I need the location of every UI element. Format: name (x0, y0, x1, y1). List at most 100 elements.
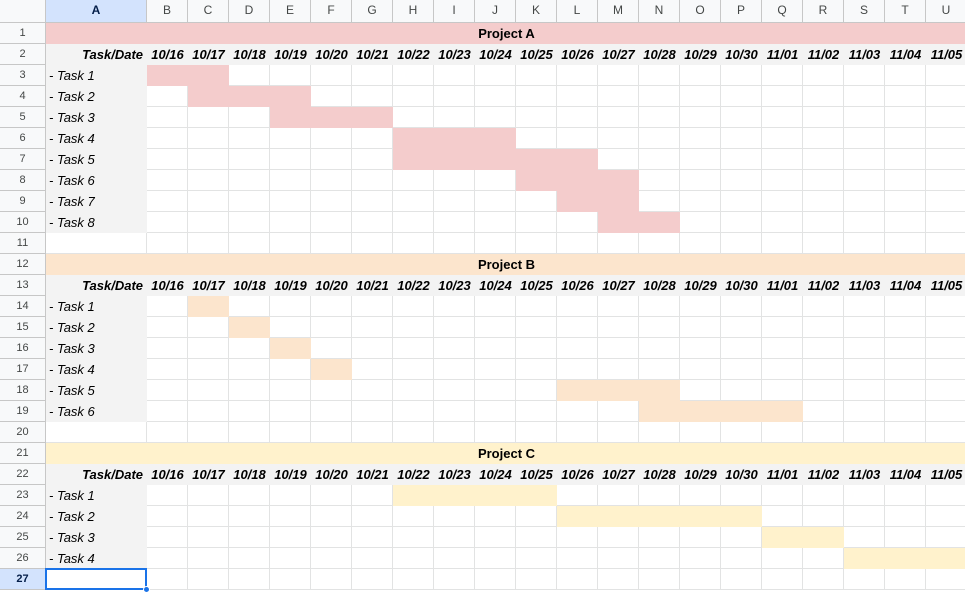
row-header[interactable]: 23 (0, 485, 46, 506)
date-header[interactable]: 10/21 (356, 467, 389, 482)
date-header[interactable]: 11/04 (889, 278, 922, 293)
row-header[interactable]: 4 (0, 86, 46, 107)
gantt-bar[interactable] (516, 170, 639, 191)
column-header[interactable]: J (475, 0, 516, 23)
date-header[interactable]: 10/29 (684, 467, 717, 482)
task-date-header[interactable]: Task/Date (82, 278, 143, 293)
gantt-bar[interactable] (557, 191, 639, 212)
task-label[interactable]: - Task 1 (46, 296, 147, 317)
selected-cell-outline[interactable] (45, 568, 147, 590)
date-header[interactable]: 11/03 (848, 467, 881, 482)
column-header[interactable]: T (885, 0, 926, 23)
date-header[interactable]: 10/21 (356, 47, 389, 62)
date-header[interactable]: 10/16 (151, 278, 184, 293)
date-header[interactable]: 10/18 (233, 278, 266, 293)
date-header[interactable]: 10/19 (274, 47, 307, 62)
gantt-bar[interactable] (270, 338, 311, 359)
select-all-corner[interactable] (0, 0, 46, 23)
date-header[interactable]: 10/17 (192, 467, 225, 482)
task-label[interactable]: - Task 4 (46, 128, 147, 149)
task-label[interactable]: - Task 3 (46, 107, 147, 128)
task-label[interactable]: - Task 8 (46, 212, 147, 233)
column-header[interactable]: R (803, 0, 844, 23)
date-header[interactable]: 11/01 (766, 278, 799, 293)
date-header[interactable]: 10/24 (479, 467, 512, 482)
column-header[interactable]: N (639, 0, 680, 23)
column-header[interactable]: B (147, 0, 188, 23)
row-header[interactable]: 20 (0, 422, 46, 443)
column-header[interactable]: Q (762, 0, 803, 23)
date-header[interactable]: 10/18 (233, 47, 266, 62)
gantt-bar[interactable] (188, 86, 311, 107)
task-label[interactable]: - Task 4 (46, 359, 147, 380)
project-title[interactable]: Project B (46, 254, 965, 275)
date-header[interactable]: 10/19 (274, 278, 307, 293)
date-header[interactable]: 11/05 (930, 467, 963, 482)
date-header[interactable]: 10/21 (356, 278, 389, 293)
date-header[interactable]: 11/02 (807, 278, 840, 293)
column-header[interactable]: O (680, 0, 721, 23)
row-header[interactable]: 25 (0, 527, 46, 548)
date-header[interactable]: 10/27 (602, 467, 635, 482)
date-header[interactable]: 11/01 (766, 47, 799, 62)
gantt-bar[interactable] (270, 107, 393, 128)
date-header[interactable]: 10/29 (684, 278, 717, 293)
project-title[interactable]: Project C (46, 443, 965, 464)
row-header[interactable]: 21 (0, 443, 46, 464)
column-header[interactable]: H (393, 0, 434, 23)
gantt-bar[interactable] (188, 296, 229, 317)
date-header[interactable]: 11/04 (889, 467, 922, 482)
gantt-bar[interactable] (229, 317, 270, 338)
gantt-bar[interactable] (844, 548, 965, 569)
date-header[interactable]: 10/20 (315, 467, 348, 482)
date-header[interactable]: 10/28 (643, 278, 676, 293)
column-header[interactable]: P (721, 0, 762, 23)
date-header[interactable]: 10/20 (315, 47, 348, 62)
task-label[interactable]: - Task 1 (46, 65, 147, 86)
row-header[interactable]: 24 (0, 506, 46, 527)
gantt-bar[interactable] (762, 527, 844, 548)
gantt-bar[interactable] (639, 401, 803, 422)
column-header[interactable]: S (844, 0, 885, 23)
gantt-bar[interactable] (311, 359, 352, 380)
column-header[interactable]: A (46, 0, 147, 23)
fill-handle[interactable] (143, 586, 150, 593)
task-label[interactable]: - Task 5 (46, 149, 147, 170)
column-header[interactable]: L (557, 0, 598, 23)
column-header[interactable]: C (188, 0, 229, 23)
column-header[interactable]: M (598, 0, 639, 23)
task-label[interactable]: - Task 3 (46, 527, 147, 548)
date-header[interactable]: 11/03 (848, 47, 881, 62)
row-header[interactable]: 13 (0, 275, 46, 296)
column-header[interactable]: I (434, 0, 475, 23)
task-label[interactable]: - Task 2 (46, 317, 147, 338)
column-header[interactable]: F (311, 0, 352, 23)
row-header[interactable]: 15 (0, 317, 46, 338)
task-label[interactable]: - Task 2 (46, 506, 147, 527)
date-header[interactable]: 10/27 (602, 278, 635, 293)
task-date-header[interactable]: Task/Date (82, 47, 143, 62)
task-label[interactable]: - Task 4 (46, 548, 147, 569)
date-header[interactable]: 10/17 (192, 47, 225, 62)
date-header[interactable]: 10/27 (602, 47, 635, 62)
row-header[interactable]: 8 (0, 170, 46, 191)
gantt-bar[interactable] (557, 380, 680, 401)
date-header[interactable]: 10/17 (192, 278, 225, 293)
date-header[interactable]: 10/25 (520, 467, 553, 482)
date-header[interactable]: 10/25 (520, 278, 553, 293)
date-header[interactable]: 10/26 (561, 467, 594, 482)
task-date-header[interactable]: Task/Date (82, 467, 143, 482)
gantt-bar[interactable] (598, 212, 680, 233)
date-header[interactable]: 10/20 (315, 278, 348, 293)
column-header[interactable]: D (229, 0, 270, 23)
gantt-bar[interactable] (147, 65, 229, 86)
date-header[interactable]: 10/25 (520, 47, 553, 62)
row-header[interactable]: 7 (0, 149, 46, 170)
date-header[interactable]: 10/30 (725, 467, 758, 482)
date-header[interactable]: 10/28 (643, 467, 676, 482)
date-header[interactable]: 10/18 (233, 467, 266, 482)
row-header[interactable]: 16 (0, 338, 46, 359)
date-header[interactable]: 11/01 (766, 467, 799, 482)
row-header[interactable]: 2 (0, 44, 46, 65)
date-header[interactable]: 11/02 (807, 467, 840, 482)
